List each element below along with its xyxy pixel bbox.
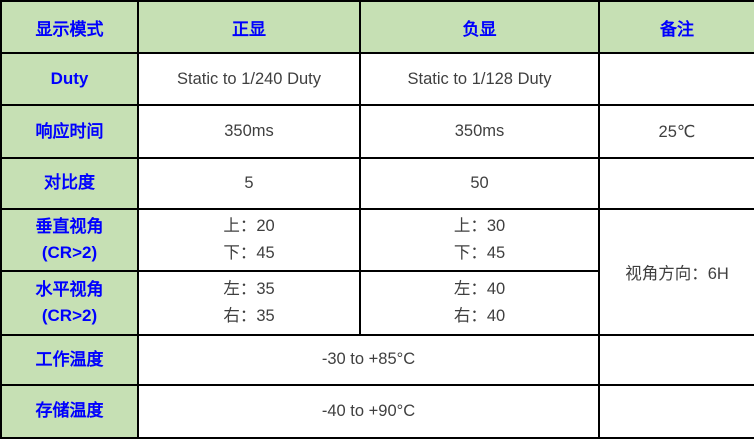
response-time-note: 25℃ — [598, 104, 754, 159]
duty-note-cell — [598, 52, 754, 107]
storage-temp-label: 存储温度 — [0, 383, 139, 439]
storage-temp-note-cell — [598, 383, 754, 439]
vertical-angle-negative-up: 上：30 — [453, 217, 506, 236]
vertical-angle-positive-value: 上：20 下：45 — [137, 207, 361, 273]
vertical-angle-positive-up: 上：20 — [223, 217, 275, 236]
operating-temp-note-cell — [598, 333, 754, 386]
vertical-angle-label-line1: 垂直视角 — [35, 217, 104, 237]
horizontal-angle-positive-left: 左：35 — [223, 279, 275, 298]
horizontal-angle-positive-right: 右：35 — [223, 306, 275, 325]
duty-row: Duty Static to 1/240 Duty Static to 1/12… — [0, 52, 754, 107]
response-time-row: 响应时间 350ms 350ms 25℃ — [0, 104, 754, 159]
contrast-label: 对比度 — [0, 156, 139, 210]
horizontal-angle-label-line2: (CR>2) — [41, 305, 98, 325]
horizontal-angle-negative-value: 左：40 右：40 — [359, 270, 600, 336]
contrast-positive-value: 5 — [137, 156, 361, 210]
horizontal-angle-label: 水平视角 (CR>2) — [0, 270, 139, 336]
horizontal-angle-positive-value: 左：35 右：35 — [137, 270, 361, 336]
header-row: 显示模式 正显 负显 备注 — [0, 0, 754, 55]
duty-negative-value: Static to 1/128 Duty — [359, 52, 600, 107]
horizontal-angle-row: 水平视角 (CR>2) 左：35 右：35 左：40 右：40 — [0, 270, 754, 336]
vertical-angle-label: 垂直视角 (CR>2) — [0, 207, 139, 273]
duty-label: Duty — [0, 52, 139, 107]
header-negative-mode: 负显 — [359, 0, 600, 55]
response-time-negative-value: 350ms — [359, 104, 600, 159]
duty-positive-value: Static to 1/240 Duty — [137, 52, 361, 107]
header-display-mode: 显示模式 — [0, 0, 139, 55]
response-time-label: 响应时间 — [0, 104, 139, 159]
vertical-angle-negative-value: 上：30 下：45 — [359, 207, 600, 273]
contrast-note-cell — [598, 156, 754, 210]
viewing-angle-direction-note: 视角方向：6H — [598, 207, 754, 336]
header-positive-mode: 正显 — [137, 0, 361, 55]
contrast-negative-value: 50 — [359, 156, 600, 210]
vertical-angle-positive-down: 下：45 — [223, 244, 275, 263]
operating-temp-row: 工作温度 -30 to +85°C — [0, 333, 754, 386]
horizontal-angle-negative-right: 右：40 — [453, 306, 506, 325]
storage-temp-row: 存储温度 -40 to +90°C — [0, 383, 754, 439]
vertical-angle-negative-down: 下：45 — [453, 244, 506, 263]
response-time-positive-value: 350ms — [137, 104, 361, 159]
vertical-angle-row: 垂直视角 (CR>2) 上：20 下：45 上：30 下：45 视角方向：6H — [0, 207, 754, 336]
header-remark: 备注 — [598, 0, 754, 55]
contrast-row: 对比度 5 50 — [0, 156, 754, 210]
vertical-angle-label-line2: (CR>2) — [41, 243, 98, 263]
storage-temp-value: -40 to +90°C — [137, 383, 600, 439]
horizontal-angle-label-line1: 水平视角 — [35, 279, 104, 299]
horizontal-angle-negative-left: 左：40 — [453, 279, 506, 298]
operating-temp-label: 工作温度 — [0, 333, 139, 386]
operating-temp-value: -30 to +85°C — [137, 333, 600, 386]
